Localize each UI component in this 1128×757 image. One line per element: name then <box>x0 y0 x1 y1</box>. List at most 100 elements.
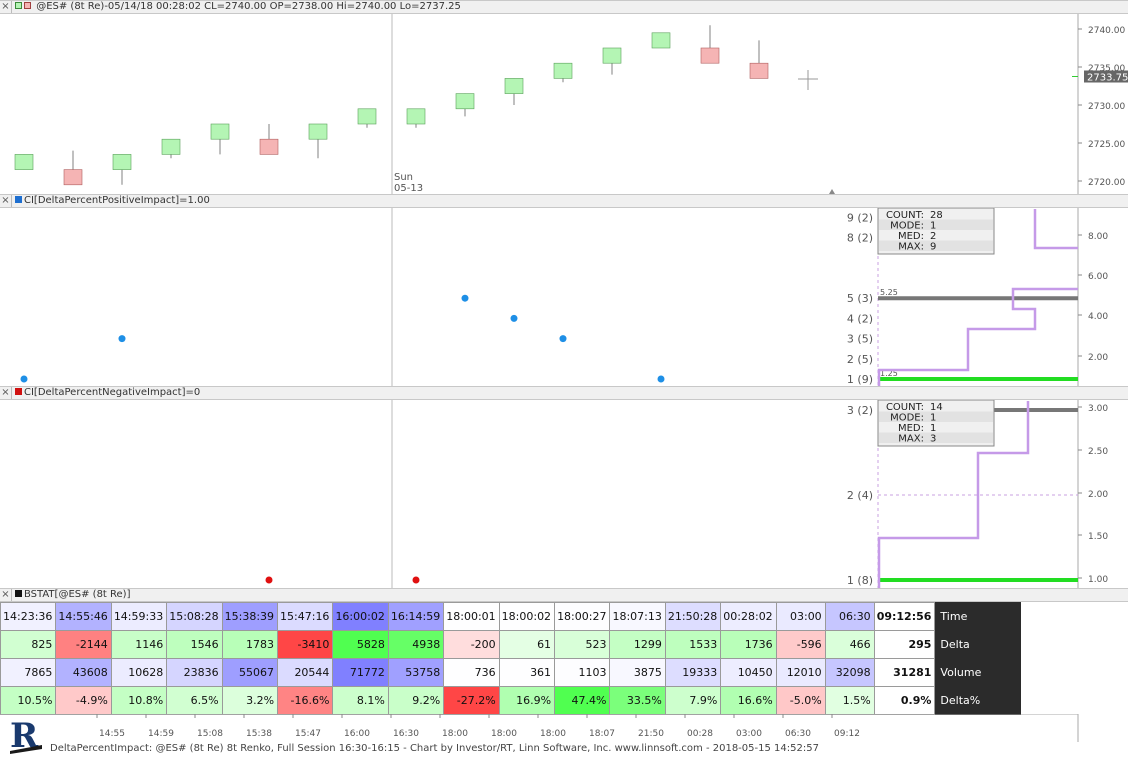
candle-body <box>504 78 524 94</box>
candle-body <box>651 32 671 49</box>
bstat-cell: 1736 <box>720 630 777 659</box>
bstat-cell: 10.8% <box>110 686 168 715</box>
candle-body <box>357 108 377 125</box>
linn-logo-icon: R <box>8 717 44 755</box>
bstat-row: 7865 43608 10628 23836 55067 20544 71772 53758 7… <box>0 658 1022 687</box>
bstat-time-cell: 18:00:27 <box>554 602 611 631</box>
bstat-cell: -4.9% <box>55 686 112 715</box>
stats-key: MAX: <box>898 242 924 253</box>
price-pane-title: @ES# (8t Re)-05/14/18 00:28:02 CL=2740.0… <box>36 1 461 12</box>
price-tick-label: 2720.00 <box>1088 178 1125 188</box>
bstat-pane-title: BSTAT[@ES# (8t Re)] <box>24 589 131 600</box>
bstat-cell: 20544 <box>277 658 334 687</box>
bstat-time-cell: 03:00 <box>775 602 826 631</box>
stats-box-band <box>879 240 993 251</box>
bstat-cell: 33.5% <box>609 686 666 715</box>
bstat-time-cell: 18:07:13 <box>609 602 666 631</box>
bstat-time-cell: 06:30 <box>824 602 875 631</box>
bstat-time-cell: 18:00:01 <box>443 602 500 631</box>
histogram-label: 3 (2) <box>847 404 873 417</box>
histogram-label: 8 (2) <box>847 232 873 245</box>
time-axis: 14:55 14:59 15:08 15:38 15:47 16:00 16:30 18:00… <box>0 714 1079 742</box>
stats-key: COUNT: <box>886 402 924 413</box>
bstat-cell: -3410 <box>277 630 334 659</box>
bstat-cell: 1533 <box>664 630 722 659</box>
price-tick-label: 2735.00 <box>1088 64 1125 74</box>
candle-body <box>308 123 328 140</box>
negative-impact-chart[interactable]: 3 (2) 2 (4) 1 (8) COUNT: 14 MODE: 1 MED: 1 MAX: 3 3… <box>0 400 1128 588</box>
bstat-row-label: Time <box>934 602 1022 631</box>
histogram-label: 1 (8) <box>847 574 873 587</box>
price-pane-close-button[interactable]: × <box>0 1 12 13</box>
time-tick-label: 15:08 <box>197 729 223 739</box>
bstat-row: 825 -2144 1146 1546 1783 -3410 5828 4938 -200 61 5… <box>0 630 1022 659</box>
indicator-tick-label: 2.00 <box>1088 353 1108 363</box>
time-tick-label: 18:00 <box>491 729 517 739</box>
mode-value-label: 1.25 <box>880 369 898 378</box>
time-tick-label: 18:00 <box>442 729 468 739</box>
indicator-tick-label: 4.00 <box>1088 312 1108 322</box>
bstat-cell: -16.6% <box>277 686 334 715</box>
positive-series-swatch <box>15 196 22 203</box>
indicator-dot <box>118 335 126 343</box>
positive-impact-chart[interactable]: 9 (2) 8 (2) 5 (3) 4 (2) 3 (5) 2 (5) 1 (9) 5.25 1… <box>0 208 1128 386</box>
stats-box-band <box>879 219 993 230</box>
bstat-cell: 4938 <box>387 630 445 659</box>
time-tick-label: 16:30 <box>393 729 419 739</box>
bstat-time-cell: 15:08:28 <box>166 602 223 631</box>
positive-pane-close-button[interactable]: × <box>0 195 12 207</box>
candle-body <box>112 154 132 170</box>
time-tick-label: 14:55 <box>99 729 125 739</box>
bstat-cell: 8.1% <box>332 686 389 715</box>
price-pane-header: × @ES# (8t Re)-05/14/18 00:28:02 CL=2740… <box>0 0 1128 14</box>
time-tick-label: 06:30 <box>785 729 811 739</box>
time-tick-label: 00:28 <box>687 729 713 739</box>
bstat-cell: 61 <box>498 630 556 659</box>
bstat-cell: 295 <box>873 630 936 659</box>
indicator-dot <box>265 576 273 584</box>
bstat-time-cell: 21:50:28 <box>664 602 722 631</box>
bstat-time-cell: 15:38:39 <box>221 602 279 631</box>
bstat-time-cell: 09:12:56 <box>873 602 936 631</box>
time-tick-label: 21:50 <box>638 729 664 739</box>
time-tick-label: 16:00 <box>344 729 370 739</box>
bstat-cell: 55067 <box>221 658 279 687</box>
indicator-dot <box>20 375 28 383</box>
bstat-cell: 736 <box>443 658 500 687</box>
indicator-tick-label: 2.50 <box>1088 447 1108 457</box>
bstat-row-label: Delta% <box>934 686 1022 715</box>
histogram-label: 4 (2) <box>847 312 873 325</box>
stats-value: 1 <box>930 413 936 424</box>
bstat-cell: 466 <box>824 630 875 659</box>
bstat-cell: 1546 <box>166 630 223 659</box>
bstat-cell: -2144 <box>55 630 112 659</box>
session-day-label: Sun <box>394 172 413 183</box>
bstat-pane-header: × BSTAT[@ES# (8t Re)] <box>0 588 1128 602</box>
bstat-time-cell: 16:14:59 <box>387 602 445 631</box>
candle-body <box>259 138 279 155</box>
bstat-time-cell: 14:23:36 <box>0 602 57 631</box>
stats-value: 1 <box>930 423 936 434</box>
candle-body <box>602 47 622 64</box>
bstat-cell: -200 <box>443 630 500 659</box>
stats-key: MAX: <box>898 434 924 445</box>
negative-pane-close-button[interactable]: × <box>0 387 12 399</box>
candle-body <box>63 169 83 186</box>
bstat-cell: 361 <box>498 658 556 687</box>
bstat-cell: 43608 <box>55 658 112 687</box>
stats-value: 1 <box>930 221 936 232</box>
stats-key: MED: <box>898 423 924 434</box>
bstat-cell: -27.2% <box>443 686 500 715</box>
time-tick-label: 18:07 <box>589 729 615 739</box>
candle-body <box>210 123 230 140</box>
up-bar-swatch <box>15 2 22 9</box>
indicator-dot <box>412 576 420 584</box>
indicator-dot <box>559 335 567 343</box>
bstat-cell: 1146 <box>110 630 168 659</box>
bstat-cell: 3.2% <box>221 686 279 715</box>
bstat-pane-close-button[interactable]: × <box>0 589 12 601</box>
candle-body <box>700 47 720 64</box>
cumulative-distribution-line <box>877 209 1078 386</box>
indicator-tick-label: 1.50 <box>1088 532 1108 542</box>
